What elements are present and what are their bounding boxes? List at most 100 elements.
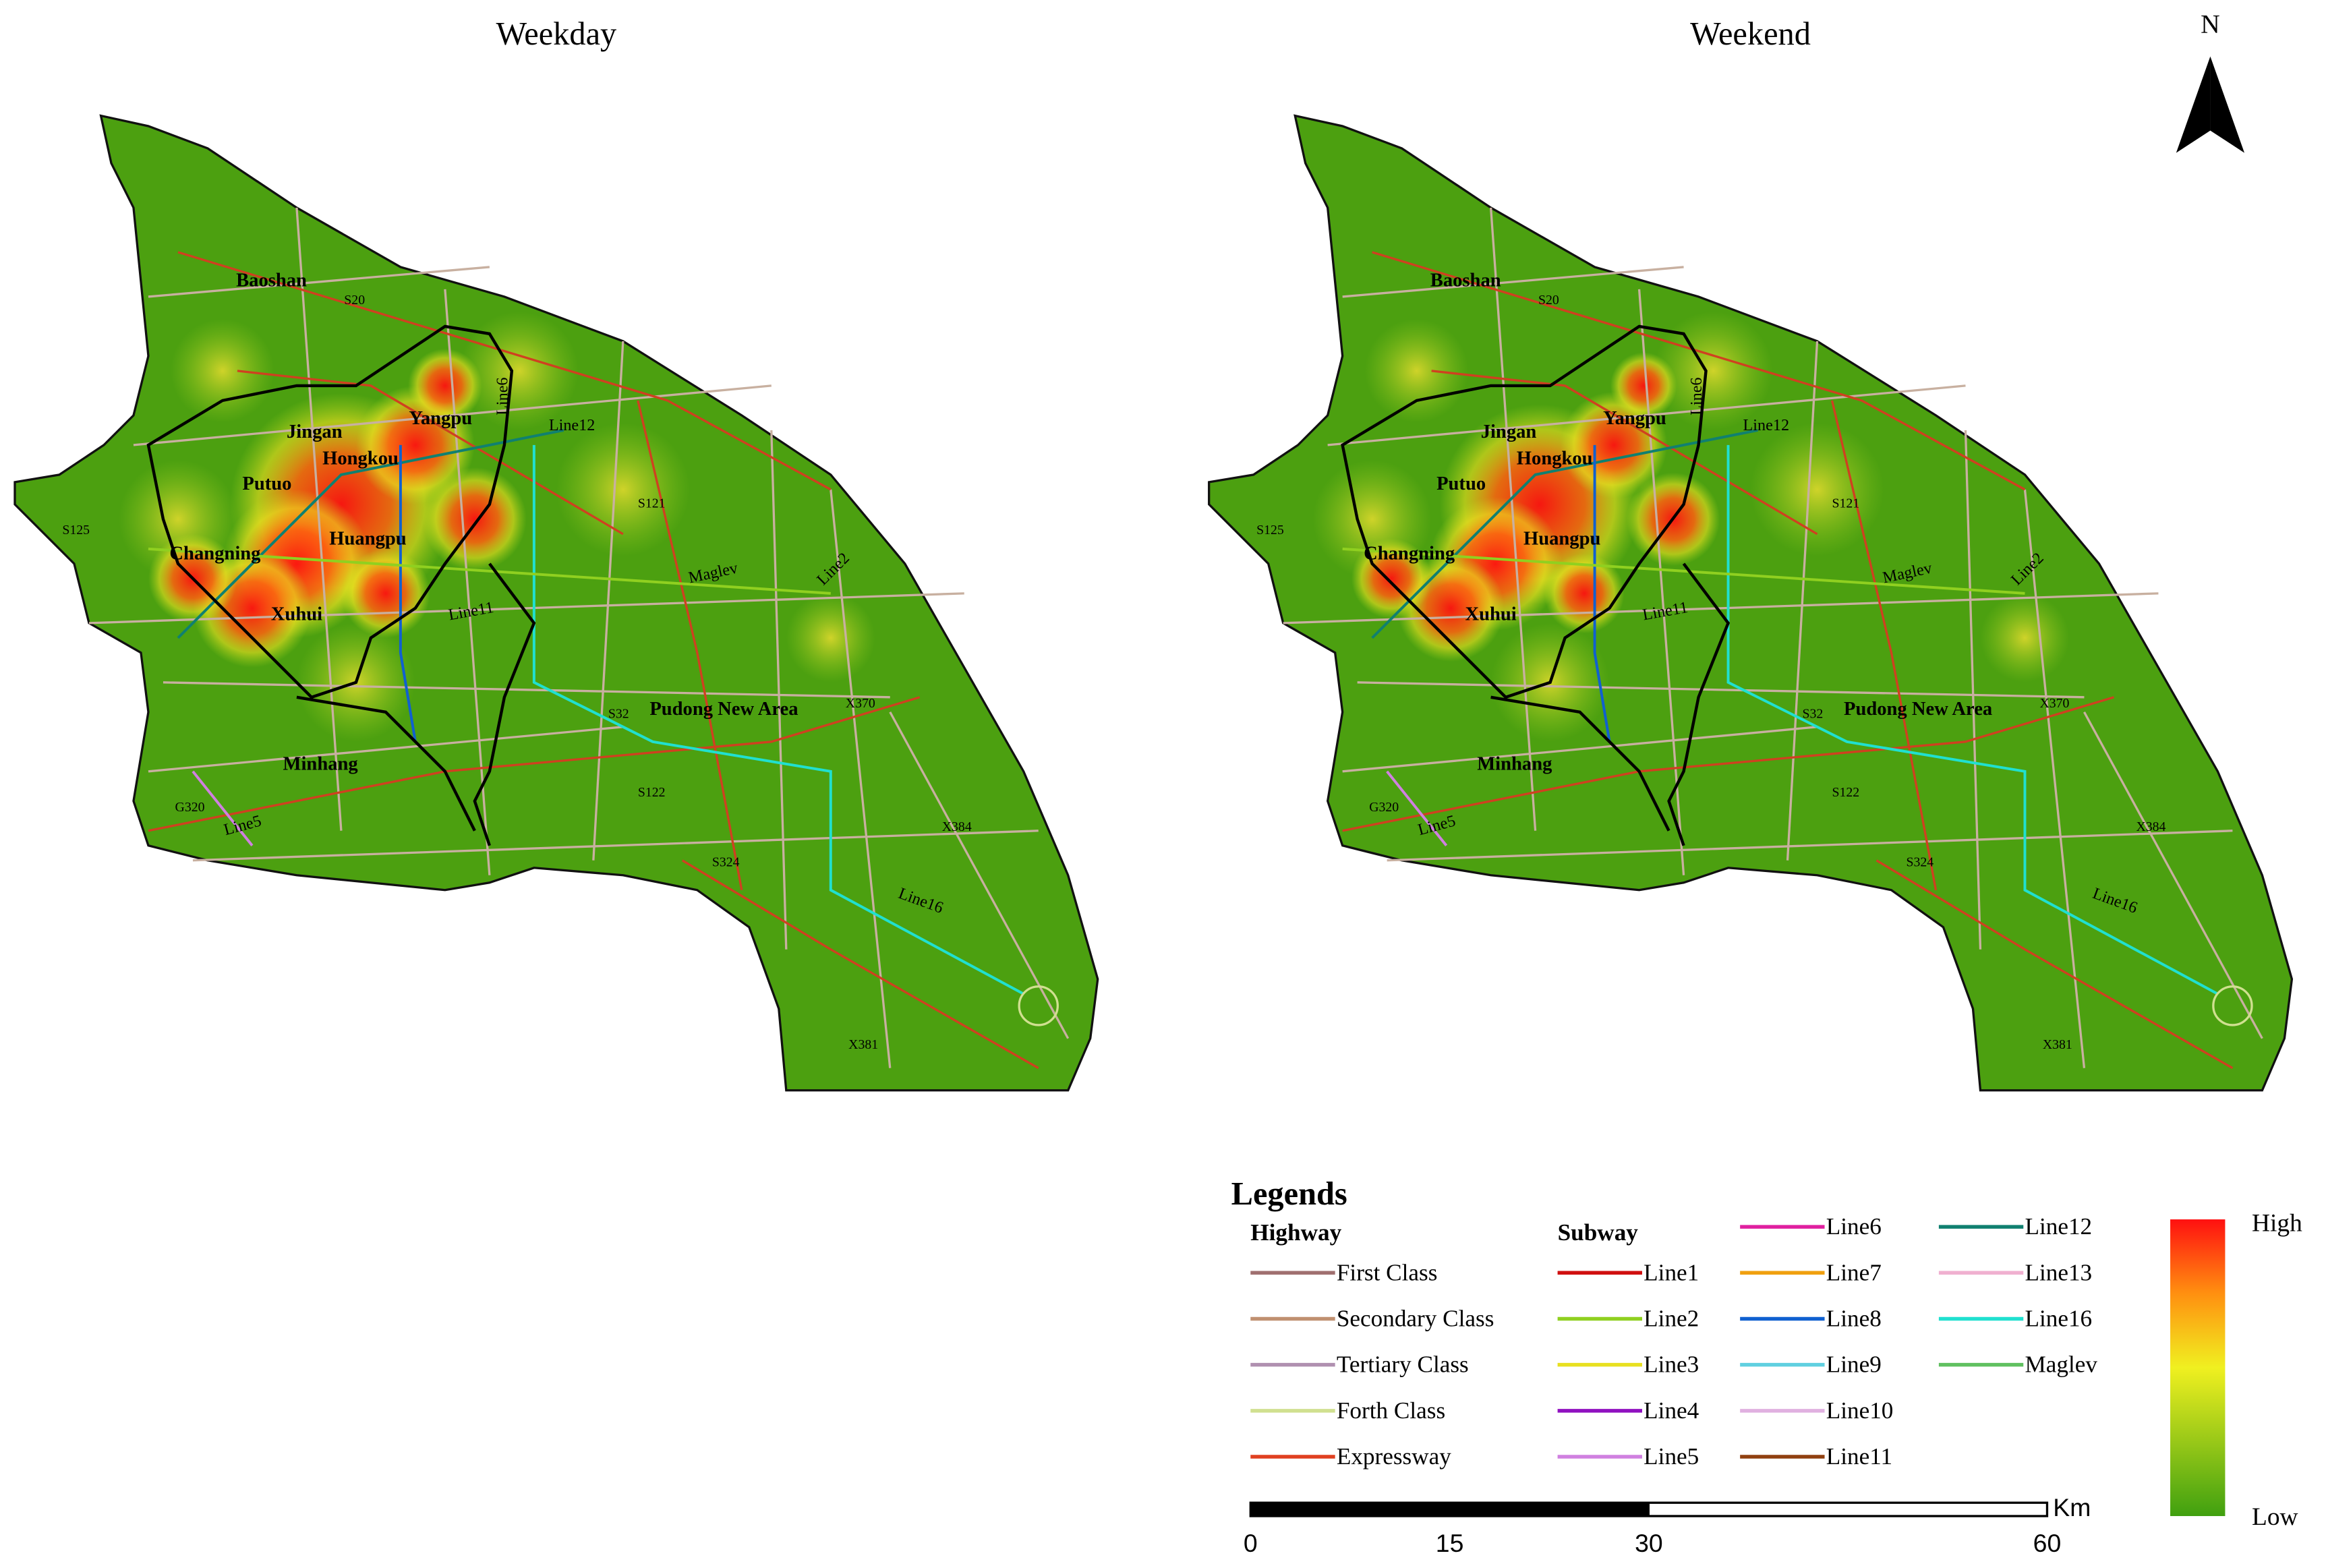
district-label: Hongkou <box>1517 448 1593 469</box>
heat-blob <box>786 593 875 683</box>
legend-label: Line4 <box>1644 1397 1699 1424</box>
district-boundary <box>1490 695 1670 832</box>
line-label: Line12 <box>549 416 595 434</box>
district-label: Yangpu <box>409 408 472 429</box>
legend-heading: Highway <box>1250 1219 1341 1246</box>
legend-label: Line12 <box>2025 1213 2092 1240</box>
expressway <box>1830 400 1938 891</box>
subway-line <box>532 444 1024 995</box>
road <box>295 207 343 831</box>
ring <box>1018 985 1059 1026</box>
road <box>88 592 964 625</box>
heat-blob <box>341 548 430 638</box>
legend-label: Forth Class <box>1337 1397 1445 1424</box>
subway-line <box>192 770 254 847</box>
heat-blob <box>1364 318 1469 423</box>
district-label: Huangpu <box>1523 528 1600 549</box>
scale-tick-label: 15 <box>1436 1529 1464 1557</box>
district-label: Minhang <box>1477 754 1552 775</box>
land <box>1208 114 2294 1092</box>
district-label: Jingan <box>287 422 343 442</box>
road <box>1964 430 1982 950</box>
road <box>889 712 1070 1039</box>
road-label: X381 <box>848 1037 878 1052</box>
district-label: Baoshan <box>236 270 307 291</box>
road-label: S125 <box>62 523 90 538</box>
scale-tick-label: 0 <box>1244 1529 1258 1557</box>
district-label: Xuhui <box>271 604 322 625</box>
legend-label: Line2 <box>1644 1305 1699 1331</box>
road-label: X381 <box>2043 1037 2072 1052</box>
district-label: Pudong New Area <box>1844 699 1992 720</box>
road-label: G320 <box>175 800 205 815</box>
legend-label: Line9 <box>1826 1352 1882 1378</box>
road-label: S121 <box>1832 496 1860 511</box>
road-label: S324 <box>712 855 740 870</box>
road <box>592 341 624 861</box>
north-label: N <box>2201 9 2220 38</box>
heat-blob <box>170 318 274 423</box>
legend-label: Line7 <box>1826 1259 1882 1285</box>
road <box>444 289 491 875</box>
expressway <box>637 400 743 891</box>
road <box>1637 289 1685 875</box>
district-label: Changning <box>1364 543 1455 564</box>
line-label: Line12 <box>1743 416 1790 434</box>
legend-label: Line3 <box>1644 1352 1699 1378</box>
district-boundary <box>1341 324 1708 699</box>
road-label: S20 <box>1538 293 1559 308</box>
district-label: Huangpu <box>329 528 406 549</box>
subway-line <box>177 428 564 639</box>
district-label: Jingan <box>1481 422 1537 442</box>
map-title: Weekday <box>496 16 616 52</box>
expressway <box>1342 696 2114 832</box>
legend-label: Tertiary Class <box>1337 1352 1469 1378</box>
ramp-high: High <box>2252 1210 2302 1238</box>
legend-title: Legends <box>1231 1176 1347 1212</box>
legend-label: Line1 <box>1644 1259 1699 1285</box>
road <box>163 681 890 699</box>
district-label: Xuhui <box>1465 604 1516 625</box>
land <box>13 114 1099 1092</box>
road <box>148 726 623 773</box>
road <box>1342 266 1684 298</box>
road <box>1786 341 1819 861</box>
road <box>1327 384 1966 446</box>
subway-line <box>1371 428 1758 639</box>
district-label: Putuo <box>242 473 291 494</box>
expressway <box>1431 370 1818 535</box>
subway-line <box>1593 444 1611 743</box>
district-label: Baoshan <box>1430 270 1501 291</box>
legend-label: Expressway <box>1337 1443 1451 1470</box>
road <box>192 830 1039 862</box>
district-label: Putuo <box>1436 473 1486 494</box>
subway-line <box>399 444 417 743</box>
expressway <box>177 251 832 491</box>
road <box>1387 830 2233 862</box>
district-label: Yangpu <box>1603 408 1666 429</box>
district-boundary <box>146 324 514 699</box>
district-label: Hongkou <box>322 448 399 469</box>
color-ramp <box>2170 1219 2226 1517</box>
scale-tick-label: 60 <box>2033 1529 2062 1557</box>
road-label: X384 <box>942 819 972 834</box>
road-label: S122 <box>1832 785 1860 800</box>
district-label: Pudong New Area <box>649 699 798 720</box>
legend-label: Line11 <box>1826 1443 1892 1470</box>
legend-label: Line8 <box>1826 1305 1882 1331</box>
road-label: X370 <box>846 696 875 711</box>
line-label: Line6 <box>1687 377 1706 415</box>
road-label: S125 <box>1256 523 1284 538</box>
map-title: Weekend <box>1690 16 1811 52</box>
subway-line <box>1386 770 1448 847</box>
subway-line <box>1342 547 2025 595</box>
heat-blob <box>1980 593 2070 683</box>
scale-unit: Km <box>2053 1493 2091 1521</box>
road <box>2083 712 2263 1039</box>
heat-blob <box>459 311 579 430</box>
road <box>1357 681 2085 699</box>
ramp-low: Low <box>2252 1503 2298 1531</box>
expressway <box>237 370 624 535</box>
subway-line <box>148 547 831 595</box>
